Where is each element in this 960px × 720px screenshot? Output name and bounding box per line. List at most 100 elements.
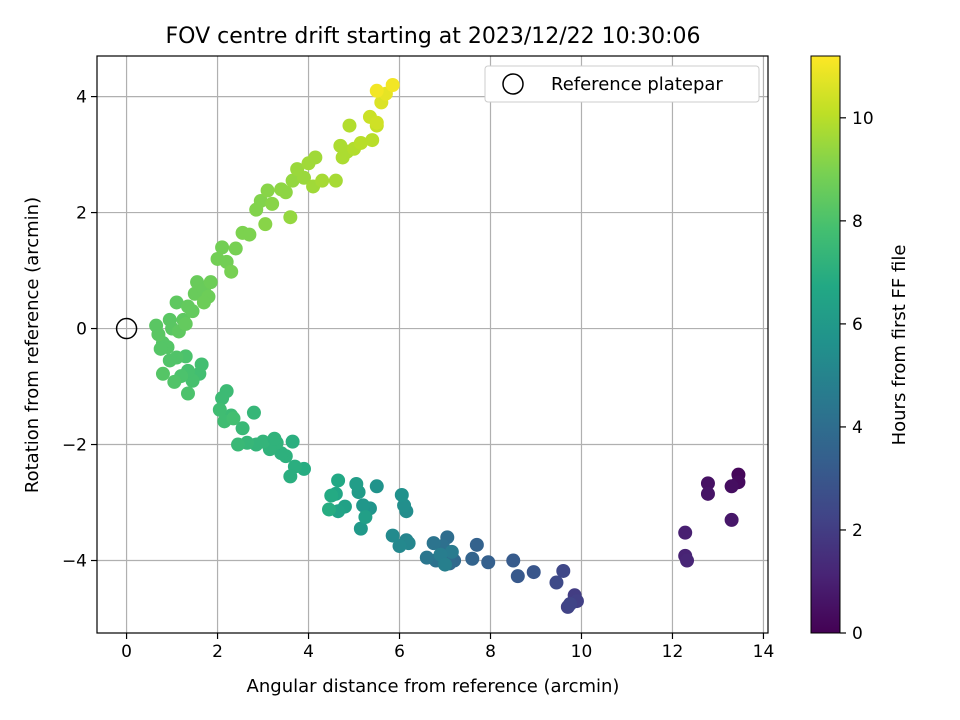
data-point — [178, 316, 193, 331]
data-point — [322, 502, 337, 517]
data-point — [283, 210, 298, 225]
data-point — [274, 446, 289, 461]
data-point — [212, 402, 227, 417]
data-point — [308, 150, 323, 165]
data-point — [563, 597, 578, 612]
data-point — [333, 138, 348, 153]
data-point — [700, 486, 715, 501]
data-point — [358, 510, 373, 525]
grid-y — [97, 95, 768, 562]
legend-box — [484, 65, 760, 103]
data-point — [285, 173, 300, 188]
data-point — [369, 83, 384, 98]
y-tick-label: 2 — [76, 204, 87, 224]
colorbar-label: Hours from first FF file — [889, 245, 910, 446]
data-point — [265, 196, 280, 211]
data-point — [426, 536, 441, 551]
data-point — [680, 553, 695, 568]
y-tick-label: 4 — [76, 88, 87, 108]
x-tick-label: 14 — [753, 642, 775, 662]
colorbar-tick-label: 8 — [852, 212, 863, 232]
colorbar-tick-label: 4 — [852, 418, 863, 438]
y-tick-label: −4 — [62, 552, 87, 572]
data-point — [438, 557, 453, 572]
data-point — [226, 411, 241, 426]
data-point — [526, 565, 541, 580]
colorbar-tick-label: 6 — [852, 315, 863, 335]
data-point — [246, 405, 261, 420]
data-point — [724, 479, 739, 494]
data-point — [162, 353, 177, 368]
points-layer — [149, 77, 746, 614]
data-point — [196, 295, 211, 310]
reference-platepar-marker — [115, 317, 138, 340]
data-point — [353, 135, 368, 150]
data-point — [700, 476, 715, 491]
data-point — [278, 185, 293, 200]
data-point — [469, 537, 484, 552]
data-point — [215, 391, 230, 406]
data-point — [260, 183, 275, 198]
data-point — [258, 217, 273, 232]
data-point — [356, 498, 371, 513]
x-axis-ticks: 0 2 4 6 8 10 12 14 — [121, 633, 774, 662]
data-point — [365, 133, 380, 148]
x-tick-label: 10 — [571, 642, 593, 662]
data-point — [185, 304, 200, 319]
data-point — [394, 487, 409, 502]
legend-marker — [502, 73, 524, 95]
colorbar-tick-label: 2 — [852, 521, 863, 541]
data-point — [267, 431, 282, 446]
data-point — [481, 555, 496, 570]
data-point — [510, 569, 525, 584]
data-point — [349, 476, 364, 491]
data-point — [149, 318, 164, 333]
data-point — [224, 264, 239, 279]
data-point — [242, 227, 257, 242]
y-axis-ticks: −4 −2 0 2 4 — [62, 88, 97, 572]
data-point — [506, 553, 521, 568]
data-point — [167, 374, 182, 389]
data-point — [285, 434, 300, 449]
data-point — [392, 539, 407, 554]
data-point — [369, 479, 384, 494]
plot-area: 0 2 4 6 8 10 12 14 −4 −2 0 2 4 — [62, 55, 774, 662]
data-point — [231, 437, 246, 452]
grid-x — [125, 56, 765, 633]
data-point — [328, 173, 343, 188]
data-point — [203, 275, 218, 290]
data-point — [296, 170, 311, 185]
colorbar: 0 2 4 6 8 10 Hours from first FF file — [810, 55, 910, 644]
data-point — [283, 469, 298, 484]
x-tick-label: 12 — [662, 642, 684, 662]
data-point — [724, 512, 739, 527]
legend: Reference platepar — [484, 65, 760, 103]
data-point — [678, 525, 693, 540]
legend-label: Reference platepar — [551, 74, 723, 95]
data-point — [465, 551, 480, 566]
colorbar-gradient — [810, 55, 841, 634]
data-point — [369, 115, 384, 130]
x-tick-label: 0 — [121, 642, 132, 662]
data-point — [353, 521, 368, 536]
data-point — [324, 488, 339, 503]
data-point — [215, 240, 230, 255]
colorbar-ticks: 0 2 4 6 8 10 — [840, 109, 874, 644]
y-axis-label: Rotation from reference (arcmin) — [22, 197, 43, 493]
data-point — [397, 498, 412, 513]
x-tick-label: 8 — [485, 642, 496, 662]
y-tick-label: 0 — [76, 320, 87, 340]
data-point — [419, 550, 434, 565]
data-point — [194, 357, 209, 372]
data-point — [315, 173, 330, 188]
plot-frame — [96, 55, 769, 634]
data-point — [331, 473, 346, 488]
data-point — [342, 118, 357, 133]
data-point — [153, 341, 168, 356]
data-point — [444, 544, 459, 559]
x-tick-label: 4 — [303, 642, 314, 662]
data-point — [549, 575, 564, 590]
data-point — [235, 421, 250, 436]
y-tick-label: −2 — [62, 436, 87, 456]
